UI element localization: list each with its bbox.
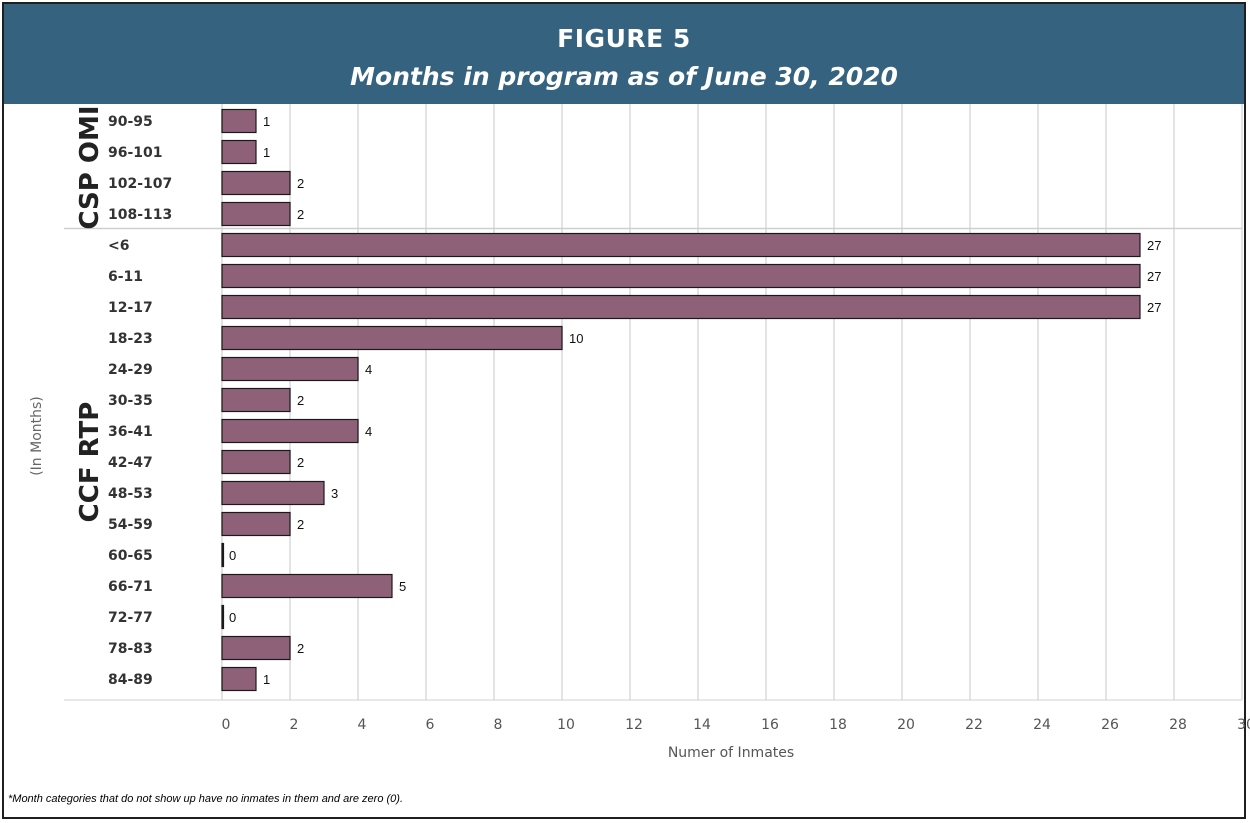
bar: [221, 201, 291, 227]
x-tick-label: 0: [222, 717, 231, 733]
x-tick-label: 8: [494, 717, 503, 733]
data-label: 5: [399, 579, 406, 594]
category-label: <6: [108, 238, 129, 254]
category-label: 102-107: [108, 176, 172, 192]
data-label: 10: [569, 331, 583, 346]
bar: [221, 263, 1141, 289]
data-label: 2: [297, 517, 304, 532]
bar: [221, 232, 1141, 258]
category-label: 78-83: [108, 641, 153, 657]
data-label: 0: [229, 610, 236, 625]
data-label: 2: [297, 207, 304, 222]
data-label: 1: [263, 145, 270, 160]
x-tick-label: 18: [829, 717, 847, 733]
x-tick-label: 22: [965, 717, 983, 733]
x-tick-label: 14: [693, 717, 711, 733]
x-tick-label: 24: [1033, 717, 1051, 733]
bar: [221, 480, 325, 506]
x-tick-label: 16: [761, 717, 779, 733]
x-tick-label: 10: [557, 717, 575, 733]
bar: [221, 108, 257, 134]
x-tick-label: 4: [358, 717, 367, 733]
x-tick-label: 2: [290, 717, 299, 733]
bar: [221, 604, 225, 630]
figure-title: Months in program as of June 30, 2020: [350, 62, 898, 91]
data-label: 27: [1147, 300, 1161, 315]
data-label: 0: [229, 548, 236, 563]
bar: [221, 635, 291, 661]
category-label: 48-53: [108, 486, 153, 502]
category-label: 108-113: [108, 207, 172, 223]
bar: [221, 294, 1141, 320]
data-label: 2: [297, 641, 304, 656]
bar: [221, 325, 563, 351]
data-label: 27: [1147, 269, 1161, 284]
data-label: 27: [1147, 238, 1161, 253]
group-label: CCF RTP: [75, 402, 105, 523]
x-tick-label: 6: [426, 717, 435, 733]
category-label: 30-35: [108, 393, 153, 409]
x-tick-label: 26: [1101, 717, 1119, 733]
bar: [221, 387, 291, 413]
bar: [221, 356, 359, 382]
category-label: 18-23: [108, 331, 153, 347]
y-axis-label: (In Months): [29, 396, 45, 476]
data-label: 2: [297, 176, 304, 191]
category-label: 90-95: [108, 114, 153, 130]
x-tick-label: 12: [625, 717, 643, 733]
data-label: 2: [297, 455, 304, 470]
bar: [221, 139, 257, 165]
bar: [221, 418, 359, 444]
figure-label: FIGURE 5: [557, 24, 691, 53]
bar: [221, 511, 291, 537]
x-tick-labels: 024681012141618202224262830: [222, 717, 1250, 733]
bar: [221, 666, 257, 692]
category-label: 84-89: [108, 672, 153, 688]
x-tick-label: 30: [1237, 717, 1250, 733]
data-label: 4: [365, 362, 372, 377]
category-label: 6-11: [108, 269, 143, 285]
group-label: CSP OMI: [75, 105, 105, 229]
bar: [221, 170, 291, 196]
bar: [221, 449, 291, 475]
category-labels: 90-95 96-101 102-107 108-113 <6 6-11 12-17 18-2…: [108, 114, 172, 688]
x-tick-label: 28: [1169, 717, 1187, 733]
bar: [221, 573, 393, 599]
category-label: 96-101: [108, 145, 163, 161]
data-label: 4: [365, 424, 372, 439]
category-label: 72-77: [108, 610, 153, 626]
category-label: 54-59: [108, 517, 153, 533]
bars: 1 1 2 2 27 27 27 10 4 2 4 2 3 2 0 5 0 2 1: [221, 108, 1161, 692]
x-tick-label: 20: [897, 717, 915, 733]
category-label: 60-65: [108, 548, 153, 564]
category-label: 42-47: [108, 455, 153, 471]
footnote: *Month categories that do not show up ha…: [8, 793, 404, 805]
figure-header: FIGURE 5 Months in program as of June 30…: [4, 4, 1244, 104]
category-label: 24-29: [108, 362, 153, 378]
category-label: 36-41: [108, 424, 153, 440]
data-label: 2: [297, 393, 304, 408]
data-label: 1: [263, 114, 270, 129]
data-label: 3: [331, 486, 338, 501]
group-labels: CSP OMI CCF RTP: [75, 105, 105, 522]
bar: [221, 542, 225, 568]
category-label: 66-71: [108, 579, 153, 595]
category-label: 12-17: [108, 300, 153, 316]
x-axis-label: Numer of Inmates: [668, 745, 794, 761]
data-label: 1: [263, 672, 270, 687]
